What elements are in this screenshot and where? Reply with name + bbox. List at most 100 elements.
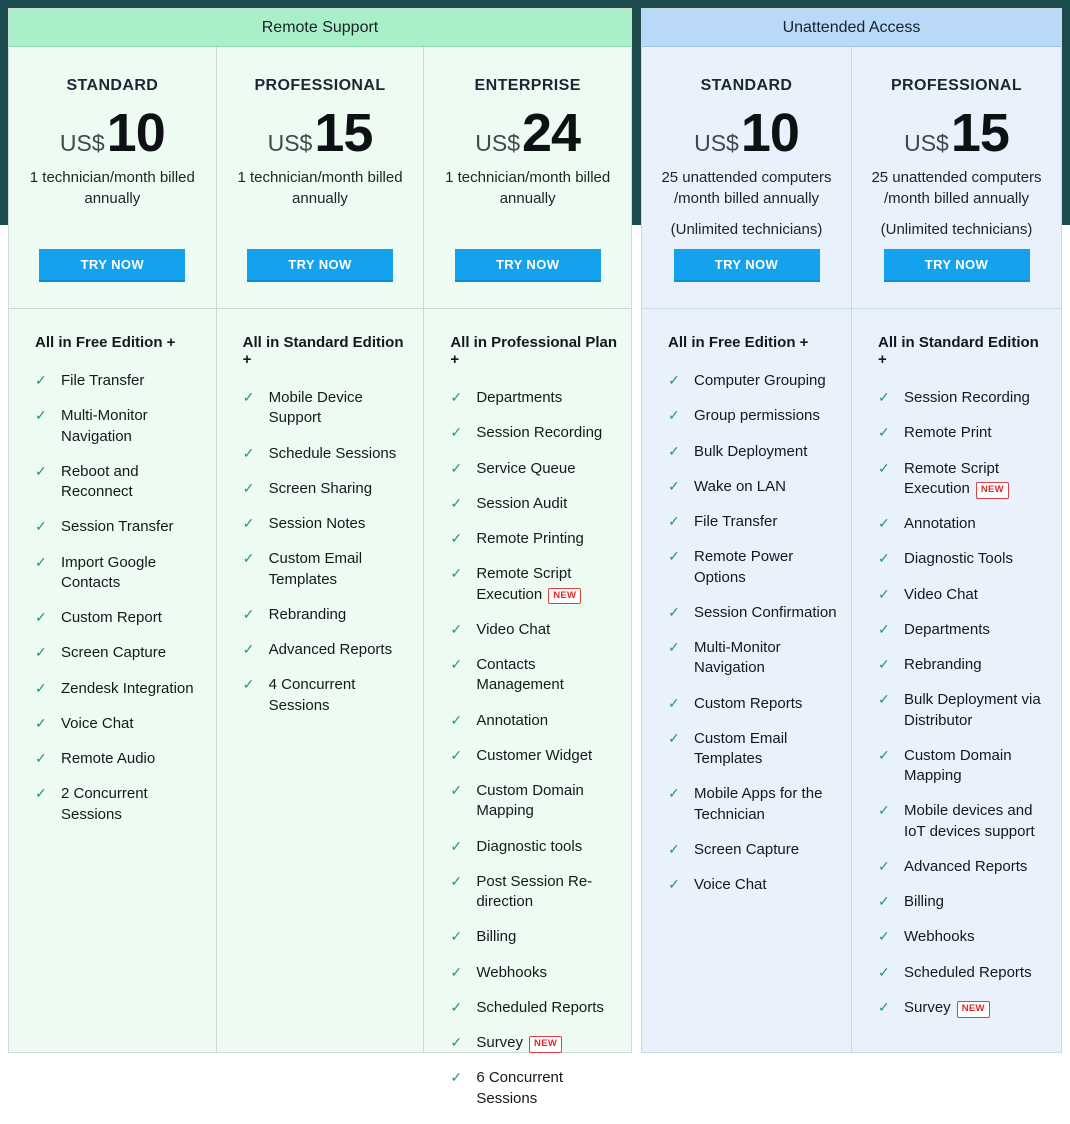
feature-label: Rebranding <box>268 605 347 623</box>
try-now-button[interactable]: TRY NOW <box>673 249 820 282</box>
feature-list: All in Standard Edition + ✓ Session Reco… <box>852 308 1061 1052</box>
feature-label: Screen Sharing <box>268 479 373 497</box>
check-icon: ✓ <box>35 407 47 424</box>
feature-list-heading: All in Free Edition + <box>35 334 176 351</box>
feature-item: ✓ Diagnostic tools <box>450 837 619 857</box>
price-amount: 15 <box>950 103 1010 163</box>
feature-item: ✓ Webhooks <box>450 963 619 983</box>
check-icon: ✓ <box>668 840 680 857</box>
check-icon: ✓ <box>450 872 463 889</box>
feature-label: Diagnostic Tools <box>904 550 1013 568</box>
check-icon: ✓ <box>450 530 463 546</box>
check-icon: ✓ <box>878 746 890 763</box>
check-icon: ✓ <box>450 963 463 980</box>
price-amount: 15 <box>314 103 373 163</box>
check-icon: ✓ <box>878 802 890 819</box>
try-now-button[interactable]: TRY NOW <box>247 249 393 282</box>
check-icon: ✓ <box>450 782 463 798</box>
check-icon: ✓ <box>35 372 47 388</box>
check-icon: ✓ <box>450 424 463 441</box>
feature-label: File Transfer <box>61 372 145 389</box>
check-icon: ✓ <box>668 603 680 620</box>
check-icon: ✓ <box>668 785 680 802</box>
feature-item: ✓ 4 Concurrent Sessions <box>243 675 412 716</box>
check-icon: ✓ <box>450 1034 463 1050</box>
check-icon: ✓ <box>668 639 680 655</box>
section-card-unattended-access: Unattended Access STANDARD US$ 10 25 una… <box>641 8 1062 1053</box>
feature-item: ✓ Wake on LAN <box>668 477 839 497</box>
feature-item: ✓ Billing <box>878 892 1049 912</box>
check-icon: ✓ <box>668 407 680 424</box>
plan-note: (Unlimited technicians) <box>880 220 1033 238</box>
feature-item: ✓ File Transfer <box>35 371 204 391</box>
feature-label: Scheduled Reports <box>476 998 604 1016</box>
plan-pricing-block: ENTERPRISE US$ 24 1 technician/month bil… <box>424 47 631 308</box>
feature-label: Custom Domain Mapping <box>476 782 584 820</box>
feature-label: Annotation <box>476 711 549 729</box>
feature-item: ✓ Video Chat <box>878 585 1049 605</box>
feature-item: ✓ Rebranding <box>878 655 1049 675</box>
feature-label: Bulk Deployment <box>694 442 808 460</box>
feature-label: Computer Grouping <box>694 372 826 389</box>
feature-item: ✓ Session Audit <box>450 494 619 514</box>
billing-detail: 25 unattended computers /month billed an… <box>871 169 1042 207</box>
feature-label: Departments <box>904 620 990 638</box>
check-icon: ✓ <box>242 550 255 567</box>
feature-label: Remote Print <box>904 424 992 442</box>
price-amount: 10 <box>106 103 166 163</box>
feature-label: 4 Concurrent Sessions <box>268 676 356 714</box>
check-icon: ✓ <box>878 656 890 672</box>
check-icon: ✓ <box>35 750 47 766</box>
try-now-button[interactable]: TRY NOW <box>454 249 601 282</box>
check-icon: ✓ <box>878 620 890 637</box>
feature-label: Group permissions <box>694 407 820 425</box>
check-icon: ✓ <box>242 479 255 496</box>
feature-item: ✓ Video Chat <box>450 620 619 640</box>
feature-label: Multi-Monitor Navigation <box>61 407 148 445</box>
plan-columns: STANDARD US$ 10 1 technician/month bille… <box>9 47 632 1107</box>
feature-item: ✓ Multi-Monitor Navigation <box>35 406 204 447</box>
feature-item: ✓ Scheduled Reports <box>878 963 1049 983</box>
try-now-button[interactable]: TRY NOW <box>39 249 186 282</box>
feature-label: Contacts Management <box>476 656 564 694</box>
price-currency: US$ <box>904 130 949 156</box>
feature-label: 6 Concurrent Sessions <box>476 1069 564 1107</box>
check-icon: ✓ <box>450 389 463 405</box>
feature-items: ✓ Mobile Device Support ✓ Schedule Sessi… <box>243 388 412 716</box>
check-icon: ✓ <box>878 515 890 531</box>
feature-label: Remote Printing <box>476 530 584 547</box>
feature-label: Multi-Monitor Navigation <box>694 639 781 677</box>
feature-label: Video Chat <box>476 620 551 638</box>
feature-label: Bulk Deployment via Distributor <box>904 691 1041 729</box>
feature-list: All in Free Edition + ✓ Computer Groupin… <box>642 308 851 1052</box>
feature-list: All in Free Edition + ✓ File Transfer ✓ … <box>9 308 216 1052</box>
check-icon: ✓ <box>450 656 463 672</box>
check-icon: ✓ <box>35 785 47 802</box>
feature-label: Custom Email Templates <box>268 550 363 588</box>
feature-label: Session Transfer <box>61 518 174 536</box>
feature-label: Post Session Re-direction <box>476 872 593 910</box>
feature-item: ✓ Bulk Deployment via Distributor <box>878 690 1049 731</box>
plan-column-unattended-access-standard: STANDARD US$ 10 25 unattended computers … <box>642 47 851 1052</box>
check-icon: ✓ <box>450 494 463 511</box>
plan-price: US$ 10 <box>60 103 166 163</box>
plan-column-remote-support-enterprise: ENTERPRISE US$ 24 1 technician/month bil… <box>423 47 632 1107</box>
check-icon: ✓ <box>35 644 47 661</box>
price-currency: US$ <box>475 130 521 156</box>
plan-name: PROFESSIONAL <box>254 77 386 94</box>
feature-label: Billing <box>476 928 517 946</box>
feature-item: ✓ Computer Grouping <box>668 371 839 391</box>
check-icon: ✓ <box>450 459 463 476</box>
feature-label: Import Google Contacts <box>61 553 157 591</box>
feature-item: ✓ 6 Concurrent Sessions <box>450 1068 619 1109</box>
feature-item: ✓ Screen Sharing <box>243 479 412 499</box>
check-icon: ✓ <box>450 565 463 582</box>
feature-label: Customer Widget <box>476 746 593 764</box>
feature-label: Mobile Device Support <box>268 389 363 427</box>
feature-item: ✓ File Transfer <box>668 512 839 532</box>
plan-price: US$ 24 <box>475 106 581 160</box>
plan-pricing-block: PROFESSIONAL US$ 15 1 technician/month b… <box>217 47 424 308</box>
try-now-button[interactable]: TRY NOW <box>883 249 1030 282</box>
feature-label: Survey NEW <box>904 998 990 1018</box>
feature-item: ✓ Session Confirmation <box>668 603 839 623</box>
